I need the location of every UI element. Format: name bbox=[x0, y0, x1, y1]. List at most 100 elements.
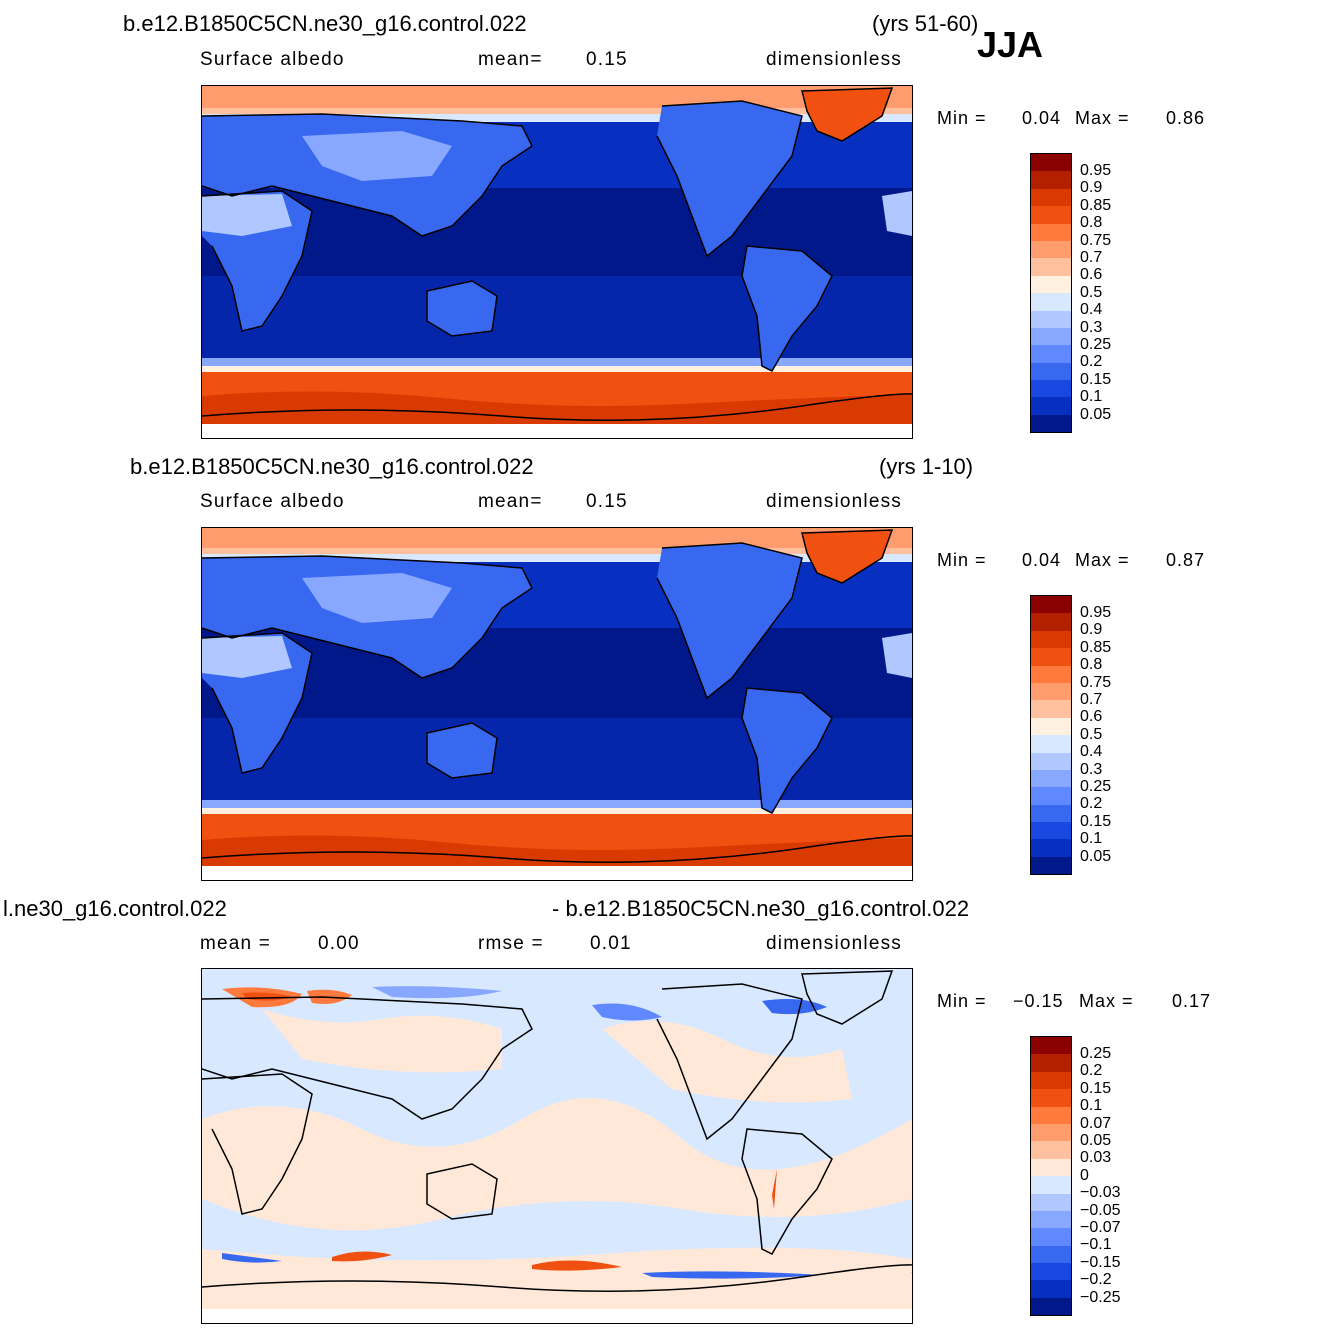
panel-3-mean-value: 0.00 bbox=[318, 933, 360, 954]
panel-1-variable: Surface albedo bbox=[200, 49, 345, 70]
colorbar-label: 0.75 bbox=[1080, 673, 1112, 691]
colorbar-segment bbox=[1031, 1193, 1071, 1211]
colorbar-label: −0.15 bbox=[1080, 1253, 1121, 1271]
colorbar-label: −0.03 bbox=[1080, 1184, 1121, 1202]
colorbar-label: 0.6 bbox=[1080, 708, 1103, 726]
colorbar-segment bbox=[1031, 154, 1071, 172]
colorbar-segment bbox=[1031, 258, 1071, 276]
colorbar-label: 0 bbox=[1080, 1166, 1089, 1184]
panel-3-units: dimensionless bbox=[766, 933, 902, 954]
colorbar-segment bbox=[1031, 613, 1071, 631]
panel-2-max-value: 0.87 bbox=[1166, 550, 1206, 570]
colorbar-segment bbox=[1031, 700, 1071, 718]
colorbar-label: 0.5 bbox=[1080, 725, 1103, 743]
panel-1-years: (yrs 51-60) bbox=[872, 11, 979, 36]
panel-3-mean-label: mean = bbox=[200, 933, 272, 954]
colorbar-segment bbox=[1031, 822, 1071, 840]
colorbar-segment bbox=[1031, 380, 1071, 398]
panel-1-map-svg bbox=[202, 86, 912, 438]
panel-3-colorbar bbox=[1030, 1036, 1072, 1317]
colorbar-label: 0.05 bbox=[1080, 1132, 1112, 1149]
colorbar-segment bbox=[1031, 752, 1071, 770]
panel-2-units: dimensionless bbox=[766, 491, 902, 512]
colorbar-label: 0.9 bbox=[1080, 621, 1103, 639]
panel-1-colorbar bbox=[1030, 153, 1072, 434]
colorbar-segment bbox=[1031, 856, 1071, 875]
panel-1-max-label: Max = bbox=[1075, 108, 1130, 128]
colorbar-label: 0.07 bbox=[1080, 1114, 1112, 1132]
panel-2-colorbar bbox=[1030, 595, 1072, 876]
colorbar-segment bbox=[1031, 1297, 1071, 1316]
panel-1-case-title: b.e12.B1850C5CN.ne30_g16.control.022 bbox=[123, 11, 527, 36]
colorbar-label: 0.1 bbox=[1080, 1097, 1103, 1115]
colorbar-segment bbox=[1031, 1071, 1071, 1090]
colorbar-label: −0.1 bbox=[1080, 1236, 1112, 1254]
colorbar-segment bbox=[1031, 327, 1071, 346]
colorbar-segment bbox=[1031, 1245, 1071, 1264]
colorbar-segment bbox=[1031, 769, 1071, 788]
colorbar-segment bbox=[1031, 596, 1071, 614]
colorbar-label: 0.6 bbox=[1080, 266, 1103, 284]
colorbar-label: −0.2 bbox=[1080, 1271, 1112, 1289]
colorbar-label: 0.05 bbox=[1080, 847, 1112, 865]
colorbar-label: 0.1 bbox=[1080, 830, 1103, 848]
colorbar-segment bbox=[1031, 630, 1071, 649]
colorbar-segment bbox=[1031, 1176, 1071, 1194]
colorbar-label: 0.03 bbox=[1080, 1149, 1112, 1167]
panel-2-min-value: 0.04 bbox=[1022, 550, 1062, 570]
colorbar-label: 0.4 bbox=[1080, 743, 1103, 761]
colorbar-segment bbox=[1031, 1228, 1071, 1246]
colorbar-segment bbox=[1031, 787, 1071, 805]
panel-3-rmse-label: rmse = bbox=[478, 933, 544, 954]
colorbar-segment bbox=[1031, 717, 1071, 736]
colorbar-segment bbox=[1031, 1141, 1071, 1159]
panel-3-max-label: Max = bbox=[1079, 991, 1134, 1011]
panel-2-variable: Surface albedo bbox=[200, 491, 345, 512]
colorbar-label: 0.25 bbox=[1080, 778, 1112, 795]
panel-1-max-value: 0.86 bbox=[1166, 108, 1206, 128]
colorbar-label: 0.85 bbox=[1080, 196, 1112, 214]
colorbar-label: 0.95 bbox=[1080, 604, 1112, 621]
panel-1-min-value: 0.04 bbox=[1022, 108, 1062, 128]
panel-1-min-label: Min = bbox=[937, 108, 987, 128]
panel-3-min-label: Min = bbox=[937, 991, 987, 1011]
colorbar-label: 0.7 bbox=[1080, 691, 1103, 708]
colorbar-label: −0.05 bbox=[1080, 1201, 1121, 1219]
colorbar-label: 0.5 bbox=[1080, 283, 1103, 301]
colorbar-segment bbox=[1031, 1210, 1071, 1229]
colorbar-label: 0.3 bbox=[1080, 318, 1103, 336]
colorbar-segment bbox=[1031, 839, 1071, 857]
panel-3-rmse-value: 0.01 bbox=[590, 933, 632, 954]
colorbar-label: 0.15 bbox=[1080, 370, 1112, 388]
colorbar-segment bbox=[1031, 206, 1071, 224]
colorbar-segment bbox=[1031, 275, 1071, 294]
panel-2-years: (yrs 1-10) bbox=[879, 454, 974, 479]
panel-3-map-svg bbox=[202, 969, 912, 1323]
panel-2-map bbox=[201, 527, 913, 881]
colorbar-segment bbox=[1031, 1106, 1071, 1124]
panel-3-map bbox=[201, 968, 913, 1324]
colorbar-label: 0.8 bbox=[1080, 656, 1103, 674]
colorbar-label: 0.7 bbox=[1080, 249, 1103, 266]
colorbar-segment bbox=[1031, 1037, 1071, 1055]
colorbar-label: 0.95 bbox=[1080, 162, 1112, 179]
colorbar-label: 0.2 bbox=[1080, 795, 1103, 813]
colorbar-segment bbox=[1031, 665, 1071, 683]
colorbar-segment bbox=[1031, 240, 1071, 259]
colorbar-segment bbox=[1031, 735, 1071, 753]
colorbar-label: 0.25 bbox=[1080, 336, 1112, 353]
colorbar-segment bbox=[1031, 223, 1071, 241]
colorbar-segment bbox=[1031, 188, 1071, 207]
colorbar-label: 0.9 bbox=[1080, 179, 1103, 197]
colorbar-label: 0.8 bbox=[1080, 214, 1103, 232]
panel-2-mean-value: 0.15 bbox=[586, 491, 628, 512]
panel-3-case-right: - b.e12.B1850C5CN.ne30_g16.control.022 bbox=[552, 896, 970, 921]
colorbar-label: −0.07 bbox=[1080, 1219, 1121, 1236]
panel-2-min-label: Min = bbox=[937, 550, 987, 570]
colorbar-segment bbox=[1031, 397, 1071, 415]
panel-2-mean-label: mean= bbox=[478, 491, 543, 512]
colorbar-label: 0.2 bbox=[1080, 353, 1103, 371]
colorbar-label: 0.25 bbox=[1080, 1045, 1112, 1062]
colorbar-segment bbox=[1031, 345, 1071, 363]
panel-3-min-value: −0.15 bbox=[1013, 991, 1064, 1011]
